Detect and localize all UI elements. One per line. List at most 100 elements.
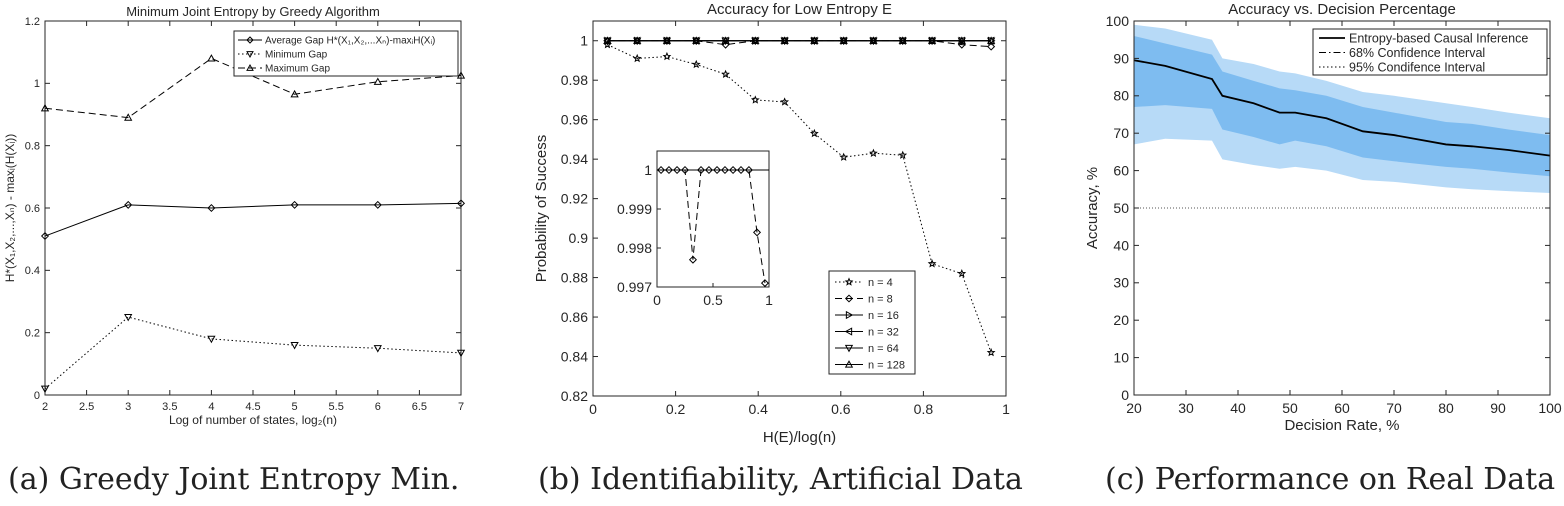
b-y-tick-label: 1 [580, 33, 588, 49]
b-x-tick-label: 0 [589, 401, 597, 417]
c-legend-label: Entropy-based Causal Inference [1349, 32, 1528, 46]
a-x-tick-label: 3 [125, 401, 131, 413]
b-inset-background [657, 151, 769, 287]
b-data-point [928, 36, 937, 45]
b-legend-label: n = 64 [868, 343, 899, 355]
b-data-point [780, 97, 790, 106]
c-x-tick-label: 60 [1334, 400, 1350, 416]
b-y-tick-label: 0.88 [561, 269, 588, 285]
a-series-line-0 [44, 202, 462, 237]
c-x-tick-label: 50 [1282, 400, 1298, 416]
b-plot-frame [592, 20, 1007, 397]
a-data-point [124, 313, 133, 322]
a-legend-label: Average Gap H*(X₁,X₂,...Xₙ)-maxᵢH(Xᵢ) [265, 36, 435, 47]
a-chart-title: Minimum Joint Entropy by Greedy Algorith… [126, 4, 380, 19]
c-legend [1312, 28, 1548, 76]
b-data-point [957, 269, 967, 278]
b-inset-data-point [713, 165, 722, 175]
a-x-tick-label: 5.5 [329, 401, 344, 413]
c-x-tick-label: 90 [1490, 400, 1506, 416]
b-x-tick-label: 0.6 [831, 401, 851, 417]
b-data-point [662, 51, 672, 61]
b-inset-data-point [720, 165, 729, 175]
b-data-point [780, 36, 789, 45]
b-inset-x-tick-label: 0 [653, 292, 661, 308]
a-data-point [207, 203, 216, 213]
b-data-point [751, 36, 760, 45]
a-legend-marker [246, 51, 254, 59]
b-chart-title: Accuracy for Low Entropy E [707, 1, 892, 18]
b-inset-data-point [680, 165, 690, 175]
b-y-tick-label: 0.92 [561, 191, 588, 207]
c-y-tick-label: 20 [1113, 312, 1129, 328]
b-inset-data-point [673, 165, 682, 175]
b-inset-x-tick-label: 1 [765, 292, 773, 308]
b-legend-label: n = 4 [868, 277, 893, 289]
b-legend-marker [844, 294, 854, 303]
a-data-point [290, 89, 299, 98]
a-data-point [456, 349, 466, 358]
b-legend-marker [844, 344, 854, 353]
a-y-tick-label: 1.2 [25, 16, 40, 28]
a-data-point [373, 77, 382, 85]
c-y-tick-label: 70 [1113, 125, 1129, 141]
c-legend-label: 68% Confidence Interval [1349, 46, 1485, 60]
c-x-tick-label: 80 [1438, 400, 1454, 416]
a-y-tick-label: 0 [34, 390, 40, 402]
b-data-point [986, 347, 996, 357]
a-data-point [207, 335, 216, 344]
b-data-point [987, 42, 996, 51]
a-x-tick-label: 4.5 [245, 401, 260, 413]
b-legend-marker [844, 277, 854, 286]
c-y-tick-label: 10 [1113, 350, 1129, 366]
a-data-point [456, 71, 466, 79]
b-inset-data-point [657, 165, 666, 175]
c-y-tick-label: 30 [1113, 275, 1129, 291]
b-inset-data-point [664, 165, 673, 175]
a-data-point [207, 54, 216, 62]
c-x-tick-label: 30 [1178, 400, 1194, 416]
c-series-line-mean [1133, 59, 1551, 157]
b-y-tick-label: 0.84 [561, 348, 588, 364]
b-inset-data-point [688, 255, 697, 264]
a-x-tick-label: 2 [42, 401, 48, 413]
a-x-tick-label: 3.5 [162, 401, 177, 413]
a-y-tick-label: 0.2 [25, 328, 40, 340]
b-y-tick-label: 0.86 [561, 309, 588, 325]
b-data-point [750, 95, 760, 104]
b-data-point [691, 59, 701, 69]
a-legend-marker [246, 36, 254, 44]
b-inset-x-tick-label: 0.5 [703, 292, 723, 308]
a-y-axis-label: H*(X₁,X₂,...,Xₙ) - maxᵢ(H(Xᵢ)) [3, 134, 17, 283]
b-data-point [839, 152, 849, 161]
b-x-tick-label: 0.8 [914, 401, 934, 417]
a-x-tick-label: 7 [458, 401, 464, 413]
c-x-tick-label: 40 [1230, 400, 1246, 416]
c-y-axis-label: Accuracy, % [1084, 167, 1101, 249]
b-y-tick-label: 0.82 [561, 388, 588, 404]
a-legend [233, 30, 459, 77]
b-inset-y-tick-label: 0.997 [617, 279, 652, 295]
b-data-point [898, 150, 908, 159]
c-y-tick-label: 90 [1113, 50, 1129, 66]
b-x-tick-label: 0.4 [748, 401, 768, 417]
c-y-tick-label: 0 [1121, 387, 1129, 403]
a-x-tick-label: 5 [292, 401, 298, 413]
c-x-tick-label: 70 [1386, 400, 1402, 416]
b-y-tick-label: 0.98 [561, 72, 588, 88]
a-y-tick-label: 0.6 [25, 203, 40, 215]
a-data-point [40, 103, 50, 112]
b-data-point [810, 36, 819, 45]
c-y-tick-label: 80 [1113, 88, 1129, 104]
a-data-point [40, 232, 50, 241]
b-inset-y-tick-label: 0.998 [617, 240, 652, 256]
b-data-point [721, 40, 730, 49]
b-data-point [721, 69, 730, 79]
b-data-point [809, 128, 819, 138]
b-inset-data-point [736, 165, 746, 175]
b-legend-marker [844, 327, 853, 336]
b-legend-marker [844, 360, 854, 368]
b-data-point [603, 40, 612, 49]
a-data-point [290, 341, 299, 350]
c-band-68 [1134, 35, 1550, 177]
